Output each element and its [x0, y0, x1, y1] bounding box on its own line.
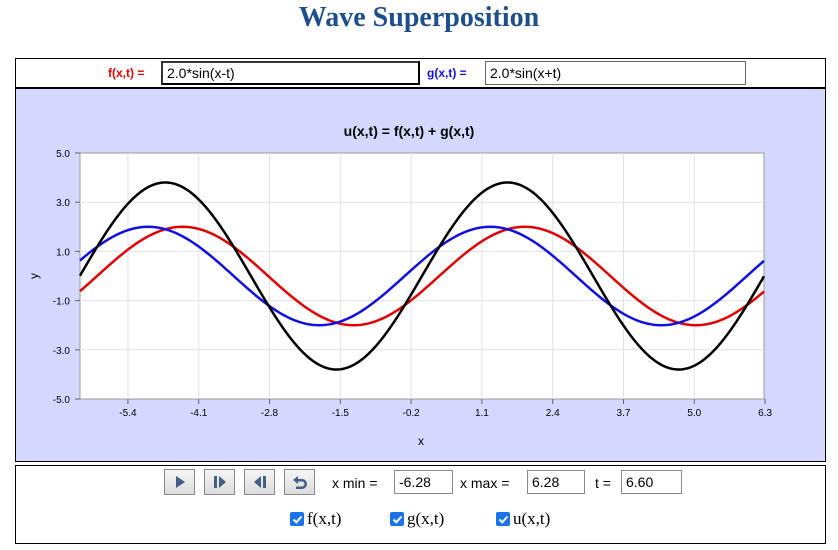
step-back-icon: [253, 476, 266, 488]
x-tick-label: -0.2: [402, 408, 420, 419]
xmax-label: x max =: [460, 475, 510, 491]
x-tick-label: 2.4: [546, 408, 560, 419]
xmin-label: x min =: [332, 475, 378, 491]
y-tick-label: 1.0: [56, 247, 70, 258]
control-panel: x min = x max = t = f(x,t) g(x,t) u(x,t): [15, 465, 826, 544]
f-label: f(x,t) =: [108, 66, 145, 80]
reset-button[interactable]: [284, 469, 315, 495]
g-input[interactable]: [485, 61, 746, 85]
y-tick-label: -5.0: [53, 395, 71, 406]
x-tick-label: -2.8: [261, 408, 279, 419]
f-checkbox[interactable]: f(x,t): [290, 509, 341, 529]
u-checkbox-label: u(x,t): [513, 509, 551, 528]
x-tick-label: 1.1: [475, 408, 489, 419]
play-button[interactable]: [164, 469, 195, 495]
g-checkbox[interactable]: g(x,t): [390, 509, 444, 529]
y-axis-label: y: [27, 273, 41, 279]
chart-title: u(x,t) = f(x,t) + g(x,t): [344, 123, 475, 139]
x-tick-label: -1.5: [332, 408, 350, 419]
g-checkbox-label: g(x,t): [407, 509, 445, 528]
series-u-line: [78, 181, 766, 371]
plot-grid: [80, 153, 764, 399]
step-forward-button[interactable]: [204, 469, 235, 495]
t-label: t =: [595, 475, 611, 491]
x-tick-label: -4.1: [190, 408, 208, 419]
x-tick-label: 6.3: [758, 408, 772, 419]
plot-panel: -5.4 -4.1 -2.8 -1.5 -0.2 1.1 2.4 3.7 5.0 6.3 5.0 3.…: [15, 88, 826, 462]
f-input[interactable]: [161, 61, 420, 85]
g-label: g(x,t) =: [427, 66, 467, 80]
check-icon: [290, 512, 304, 526]
play-icon: [175, 476, 185, 488]
step-forward-icon: [213, 476, 226, 488]
wave-chart: -5.4 -4.1 -2.8 -1.5 -0.2 1.1 2.4 3.7 5.0 6.3 5.0 3.…: [27, 123, 773, 448]
x-tick-label: 3.7: [617, 408, 631, 419]
y-tick-label: 5.0: [56, 149, 70, 160]
y-tick-label: -1.0: [53, 297, 71, 308]
xmax-input[interactable]: [527, 470, 585, 494]
series-f-line: [79, 225, 765, 327]
function-bar: f(x,t) = g(x,t) =: [15, 58, 826, 88]
y-tick-label: -3.0: [53, 346, 71, 357]
x-axis-label: x: [418, 434, 424, 448]
check-icon: [390, 512, 404, 526]
page-title: Wave Superposition: [298, 2, 540, 33]
f-checkbox-label: f(x,t): [307, 509, 342, 528]
x-tick-label: -5.4: [119, 408, 137, 419]
step-back-button[interactable]: [244, 469, 275, 495]
plot-curves: [78, 181, 766, 371]
u-checkbox[interactable]: u(x,t): [496, 509, 550, 529]
check-icon: [496, 512, 510, 526]
plot-ticks: -5.4 -4.1 -2.8 -1.5 -0.2 1.1 2.4 3.7 5.0 6.3 5.0 3.…: [53, 149, 773, 419]
reset-icon: [292, 476, 307, 489]
xmin-input[interactable]: [394, 470, 453, 494]
t-input[interactable]: [621, 470, 682, 494]
x-tick-label: 5.0: [687, 408, 701, 419]
y-tick-label: 3.0: [56, 198, 70, 209]
series-g-line: [79, 225, 765, 327]
